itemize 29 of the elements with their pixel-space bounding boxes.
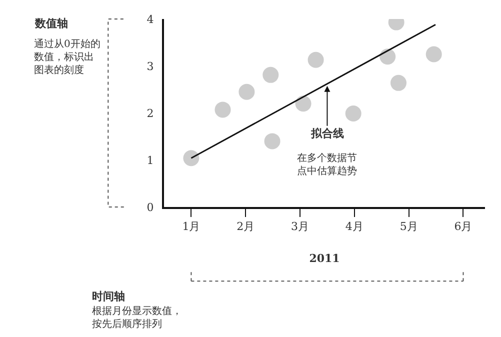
point [295, 96, 312, 112]
x-tick-label: 1月 [182, 220, 200, 234]
x-tick-label: 4月 [345, 220, 364, 234]
point [390, 74, 406, 91]
point [264, 133, 280, 150]
text: 根据月份显示数值，按先后顺序排列 [92, 305, 182, 330]
point [380, 48, 396, 65]
y-tick-label: 1 [146, 154, 154, 167]
annotation: 拟合线 [310, 127, 344, 140]
point [238, 84, 255, 100]
x-tick-label: 6月 [454, 220, 472, 234]
point [345, 105, 362, 122]
x-tick-label: 2月 [236, 220, 255, 234]
x-axis-title: 2011 [309, 252, 340, 265]
y-tick-label: 2 [146, 106, 154, 120]
point [426, 46, 442, 62]
x-tick-label: 3月 [291, 220, 310, 234]
point [183, 150, 200, 166]
text: 通过从0开始的数值，标识出图表的刻度 [34, 38, 100, 76]
point [262, 66, 279, 83]
point [308, 52, 324, 68]
y-tick-label: 4 [146, 12, 154, 26]
y-tick-label: 0 [146, 200, 154, 214]
text: 时间轴 [92, 290, 125, 303]
x-tick-label: 5月 [400, 220, 418, 234]
y-tick-label: 3 [146, 60, 154, 73]
annotation: 在多个数据节点中估算趋势 [297, 152, 357, 177]
text: 数值轴 [34, 17, 68, 30]
point [214, 102, 231, 118]
